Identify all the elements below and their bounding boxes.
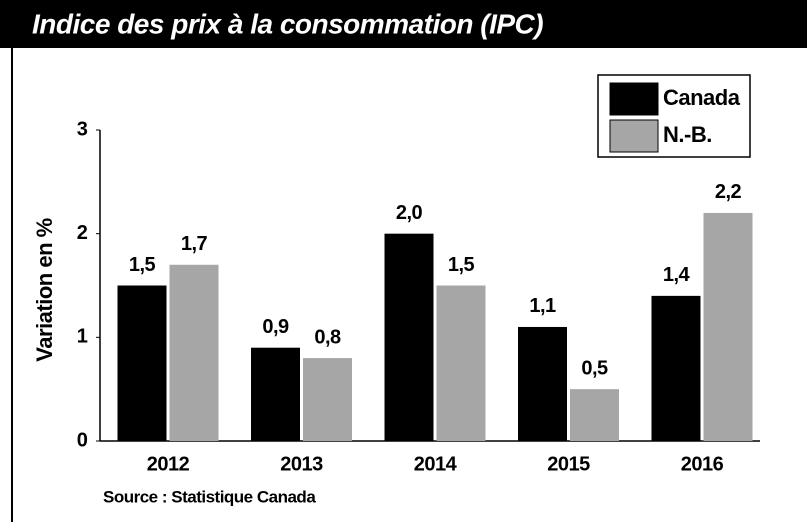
y-axis-label: Variation en % [32,218,57,361]
y-tick-label: 0 [77,429,88,451]
x-tick-label: 2015 [547,453,590,475]
value-label: 1,5 [448,254,475,276]
y-tick-label: 2 [77,222,88,244]
bar [117,285,167,441]
legend-swatch [609,119,659,153]
bar [303,358,352,441]
value-label: 0,8 [314,326,341,348]
value-label: 0,9 [262,316,289,338]
value-label: 2,0 [396,202,423,224]
bar [703,212,753,441]
bar [169,264,219,441]
y-tick-label: 1 [77,326,88,348]
value-label: 1,7 [181,233,208,255]
title-bar [0,0,807,48]
legend-swatch [609,82,659,116]
bar [436,285,486,441]
x-tick-label: 2014 [414,453,458,475]
y-tick-label: 3 [77,118,88,140]
x-tick-label: 2012 [147,453,190,475]
source-note: Source : Statistique Canada [103,487,316,506]
value-label: 1,5 [129,254,156,276]
bar [518,326,567,441]
legend-label: N.-B. [663,122,712,147]
bar [384,233,434,441]
value-label: 1,1 [529,295,556,317]
bar [251,347,300,441]
chart-title: Indice des prix à la consommation (IPC) [32,8,543,39]
x-tick-label: 2016 [681,453,724,475]
value-label: 1,4 [663,264,691,286]
value-label: 2,2 [715,181,742,203]
x-tick-label: 2013 [280,453,323,475]
legend-label: Canada [663,85,741,110]
bar [651,295,701,441]
bar [570,389,619,441]
value-label: 0,5 [581,357,608,379]
